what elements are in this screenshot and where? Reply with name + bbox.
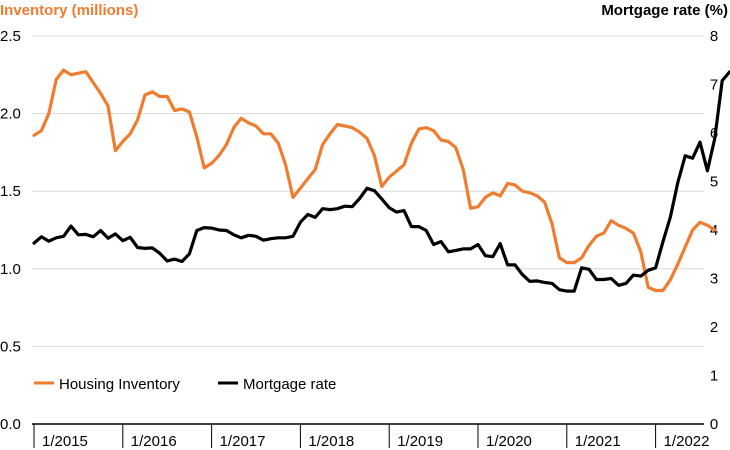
legend-label-inventory: Housing Inventory: [59, 376, 180, 393]
x-tick-label: 1/2015: [42, 433, 88, 450]
left-tick-label: 2.0: [0, 106, 21, 123]
right-tick-label: 8: [710, 28, 718, 45]
series-lines: [32, 68, 730, 293]
x-tick-label: 1/2020: [486, 433, 532, 450]
left-axis-title: Inventory (millions): [0, 2, 138, 19]
x-tick-label: 1/2018: [308, 433, 354, 450]
left-tick-label: 1.0: [0, 261, 21, 278]
right-tick-label: 0: [710, 416, 718, 433]
left-tick-label: 0.0: [0, 416, 21, 433]
right-tick-label: 7: [710, 77, 718, 94]
x-tick-label: 1/2016: [131, 433, 177, 450]
right-tick-label: 2: [710, 319, 718, 336]
left-tick-label: 1.5: [0, 183, 21, 200]
right-tick-label: 1: [710, 368, 718, 385]
mortgage-rate-line: [32, 70, 730, 293]
right-tick-label: 3: [710, 271, 718, 288]
left-tick-label: 2.5: [0, 28, 21, 45]
inventory-line: [32, 68, 717, 293]
x-axis: 1/2015 1/2016 1/2017 1/2018 1/2019 1/2020 1/20…: [32, 423, 710, 450]
x-tick-label: 1/2021: [575, 433, 621, 450]
legend: Housing Inventory Mortgage rate: [34, 376, 336, 393]
right-tick-label: 5: [710, 174, 718, 191]
legend-label-mortgage: Mortgage rate: [243, 376, 336, 393]
left-axis-ticks: 0.0 0.5 1.0 1.5 2.0 2.5: [0, 28, 21, 433]
x-tick-label: 1/2022: [664, 433, 710, 450]
left-tick-label: 0.5: [0, 338, 21, 355]
right-axis-title: Mortgage rate (%): [601, 2, 728, 19]
grid-lines: [32, 35, 704, 347]
x-tick-label: 1/2019: [397, 433, 443, 450]
x-tick-label: 1/2017: [220, 433, 266, 450]
